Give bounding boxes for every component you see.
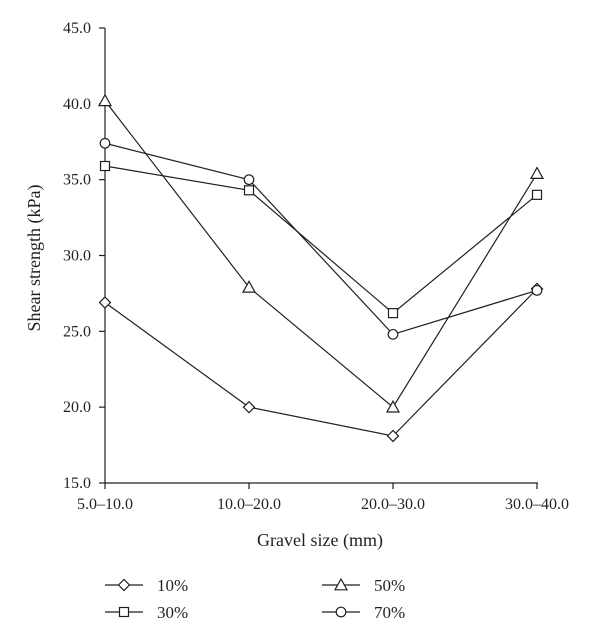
data-point-square (243, 185, 255, 196)
series-line (104, 142, 538, 336)
axes (104, 28, 538, 484)
x-axis-ticks: 5.0–10.0 10.0–20.0 20.0–30.0 30.0–40.0 (77, 483, 569, 513)
data-point-diamond (386, 429, 400, 443)
data-point-diamond (98, 296, 112, 309)
legend-marker (335, 606, 347, 618)
y-tick-label: 40.0 (63, 96, 91, 113)
y-tick-label: 35.0 (63, 172, 91, 189)
data-point-square (99, 160, 111, 172)
legend-item: 30% (105, 603, 188, 622)
y-tick-label: 30.0 (63, 248, 91, 265)
legend-marker (118, 606, 130, 618)
series-10pct (98, 282, 544, 443)
data-point-triangle (241, 280, 257, 293)
x-tick-label: 10.0–20.0 (217, 496, 281, 513)
legend-marker (333, 577, 349, 591)
data-point-triangle (97, 93, 113, 107)
data-point-triangle (529, 166, 545, 179)
y-tick-label: 45.0 (63, 20, 91, 37)
legend-marker (117, 578, 131, 592)
legend-item: 50% (322, 576, 405, 595)
y-axis-title: Shear strength (kPa) (24, 185, 45, 332)
legend-item: 70% (322, 603, 405, 622)
series-30pct (99, 160, 543, 319)
legend-label: 30% (157, 603, 188, 622)
legend-label: 50% (374, 576, 405, 595)
data-point-diamond (242, 400, 256, 414)
legend: 10% 30% 50% 70% (105, 576, 405, 622)
x-tick-label: 20.0–30.0 (361, 496, 425, 513)
series-line (104, 100, 538, 409)
series-line (104, 288, 538, 437)
y-axis-ticks: 15.0 20.0 25.0 30.0 35.0 40.0 45.0 (63, 20, 105, 492)
y-tick-label: 25.0 (63, 323, 91, 340)
x-axis-title: Gravel size (mm) (257, 530, 383, 551)
legend-item: 10% (105, 576, 188, 595)
series-70pct (99, 137, 543, 340)
y-tick-label: 20.0 (63, 399, 91, 416)
data-point-square (531, 189, 543, 200)
data-point-square (387, 308, 399, 319)
series-50pct (97, 93, 545, 413)
y-tick-label: 15.0 (63, 475, 91, 492)
legend-label: 10% (157, 576, 188, 595)
x-tick-label: 30.0–40.0 (505, 496, 569, 513)
series-group (97, 93, 545, 443)
data-point-circle (531, 284, 543, 296)
series-line (104, 165, 538, 314)
legend-label: 70% (374, 603, 405, 622)
data-point-circle (99, 137, 111, 149)
data-point-triangle (385, 399, 401, 413)
data-point-circle (243, 174, 255, 186)
data-point-circle (387, 328, 399, 340)
x-tick-label: 5.0–10.0 (77, 496, 133, 513)
